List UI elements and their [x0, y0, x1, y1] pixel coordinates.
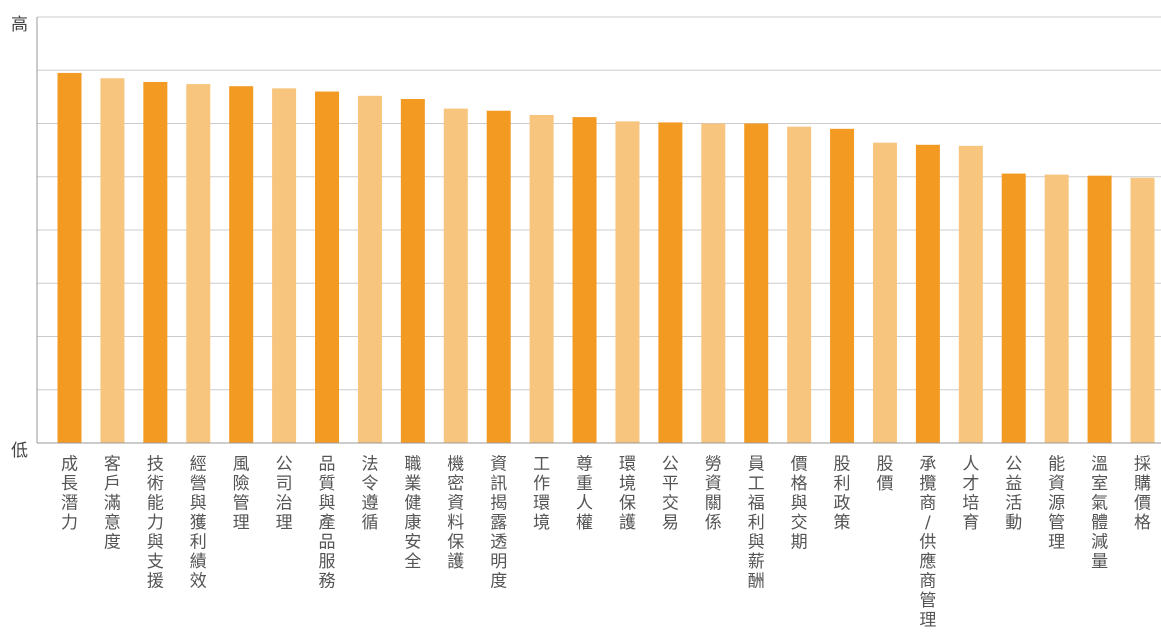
- x-tick-label: 承攬商/供應商管理: [919, 455, 936, 631]
- bar: [443, 108, 468, 443]
- bar: [1087, 175, 1112, 443]
- bar: [744, 123, 769, 443]
- x-tick-label: 資訊揭露透明度: [490, 455, 507, 592]
- bar: [529, 114, 554, 443]
- x-tick-label: 機密資料保護: [447, 455, 464, 573]
- x-tick-label: 人才培育: [962, 455, 979, 534]
- bar: [572, 117, 597, 444]
- bars: [57, 72, 1155, 444]
- x-tick-label: 溫室氣體減量: [1091, 455, 1108, 573]
- x-tick-label: 技術能力與支援: [147, 455, 164, 592]
- bar: [615, 121, 640, 444]
- bar: [357, 95, 382, 443]
- x-tick-labels: 成長潛力 客戶滿意度 技術能力與支援 經營與獲利績效 風險管理 公司治理 品質與產品服務 法令…: [61, 455, 1151, 631]
- bar: [1130, 177, 1155, 443]
- x-tick-label: 股利政策: [834, 455, 851, 534]
- bar: [787, 126, 812, 443]
- bar: [400, 99, 425, 443]
- bar: [1044, 174, 1069, 443]
- y-tick-label-high: 高: [11, 15, 28, 35]
- bar: [915, 144, 940, 444]
- bar: [658, 122, 683, 443]
- y-tick-label-low: 低: [11, 441, 28, 461]
- x-tick-label: 員工福利與薪酬: [748, 455, 765, 592]
- x-tick-label: 價格與交期: [791, 455, 808, 553]
- bar: [186, 84, 211, 443]
- bar: [315, 91, 340, 444]
- x-tick-label: 風險管理: [233, 455, 250, 534]
- bar: [229, 86, 254, 443]
- bar: [486, 110, 511, 443]
- x-tick-label: 客戶滿意度: [104, 455, 121, 553]
- bar: [272, 88, 297, 443]
- x-tick-label: 工作環境: [533, 455, 550, 534]
- x-tick-label: 股價: [876, 455, 893, 495]
- bar: [1001, 173, 1026, 443]
- x-tick-label: 成長潛力: [61, 455, 78, 534]
- bar: [872, 142, 897, 444]
- x-tick-label: 尊重人權: [576, 455, 593, 534]
- x-tick-label: 法令遵循: [361, 455, 378, 534]
- bar: [143, 81, 168, 443]
- x-tick-label: 公司治理: [276, 455, 293, 534]
- x-tick-label: 經營與獲利績效: [190, 455, 207, 592]
- x-tick-label: 職業健康安全: [404, 455, 421, 573]
- x-tick-label: 品質與產品服務: [319, 455, 336, 592]
- x-tick-label: 採購價格: [1134, 455, 1151, 534]
- bar: [100, 78, 125, 444]
- gridlines: [37, 16, 1161, 391]
- x-tick-label: 環境保護: [619, 455, 636, 534]
- x-tick-label: 公平交易: [662, 455, 679, 534]
- bar: [701, 123, 726, 443]
- bar: [830, 128, 855, 443]
- x-tick-label: 勞資關係: [705, 455, 722, 534]
- bar: [57, 72, 82, 443]
- x-tick-label: 公益活動: [1005, 455, 1022, 534]
- bar: [958, 145, 983, 444]
- x-tick-label: 能資源管理: [1048, 455, 1065, 553]
